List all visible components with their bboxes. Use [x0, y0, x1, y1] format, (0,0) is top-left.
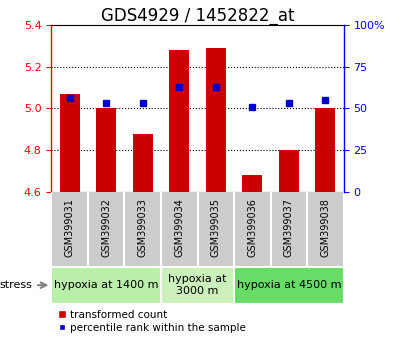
- Bar: [234, 267, 344, 304]
- Bar: [206, 48, 226, 192]
- Legend: transformed count, percentile rank within the sample: transformed count, percentile rank withi…: [56, 309, 247, 334]
- Title: GDS4929 / 1452822_at: GDS4929 / 1452822_at: [101, 7, 294, 25]
- Text: GSM399034: GSM399034: [174, 198, 184, 257]
- Text: hypoxia at 4500 m: hypoxia at 4500 m: [237, 280, 341, 290]
- Bar: [242, 176, 262, 192]
- Bar: [133, 133, 153, 192]
- Text: GSM399037: GSM399037: [284, 198, 294, 257]
- Bar: [161, 267, 234, 304]
- Bar: [169, 50, 189, 192]
- Text: hypoxia at 1400 m: hypoxia at 1400 m: [54, 280, 158, 290]
- Bar: [60, 94, 80, 192]
- Bar: [96, 108, 116, 192]
- Text: hypoxia at
3000 m: hypoxia at 3000 m: [168, 274, 227, 296]
- Bar: [51, 267, 161, 304]
- Text: GSM399032: GSM399032: [101, 198, 111, 257]
- Text: GSM399036: GSM399036: [247, 198, 257, 257]
- Text: GSM399038: GSM399038: [320, 198, 330, 257]
- Text: GSM399033: GSM399033: [138, 198, 148, 257]
- Text: stress: stress: [0, 280, 32, 290]
- Bar: [279, 150, 299, 192]
- Bar: [315, 108, 335, 192]
- Text: GSM399035: GSM399035: [211, 198, 221, 257]
- Text: GSM399031: GSM399031: [65, 198, 75, 257]
